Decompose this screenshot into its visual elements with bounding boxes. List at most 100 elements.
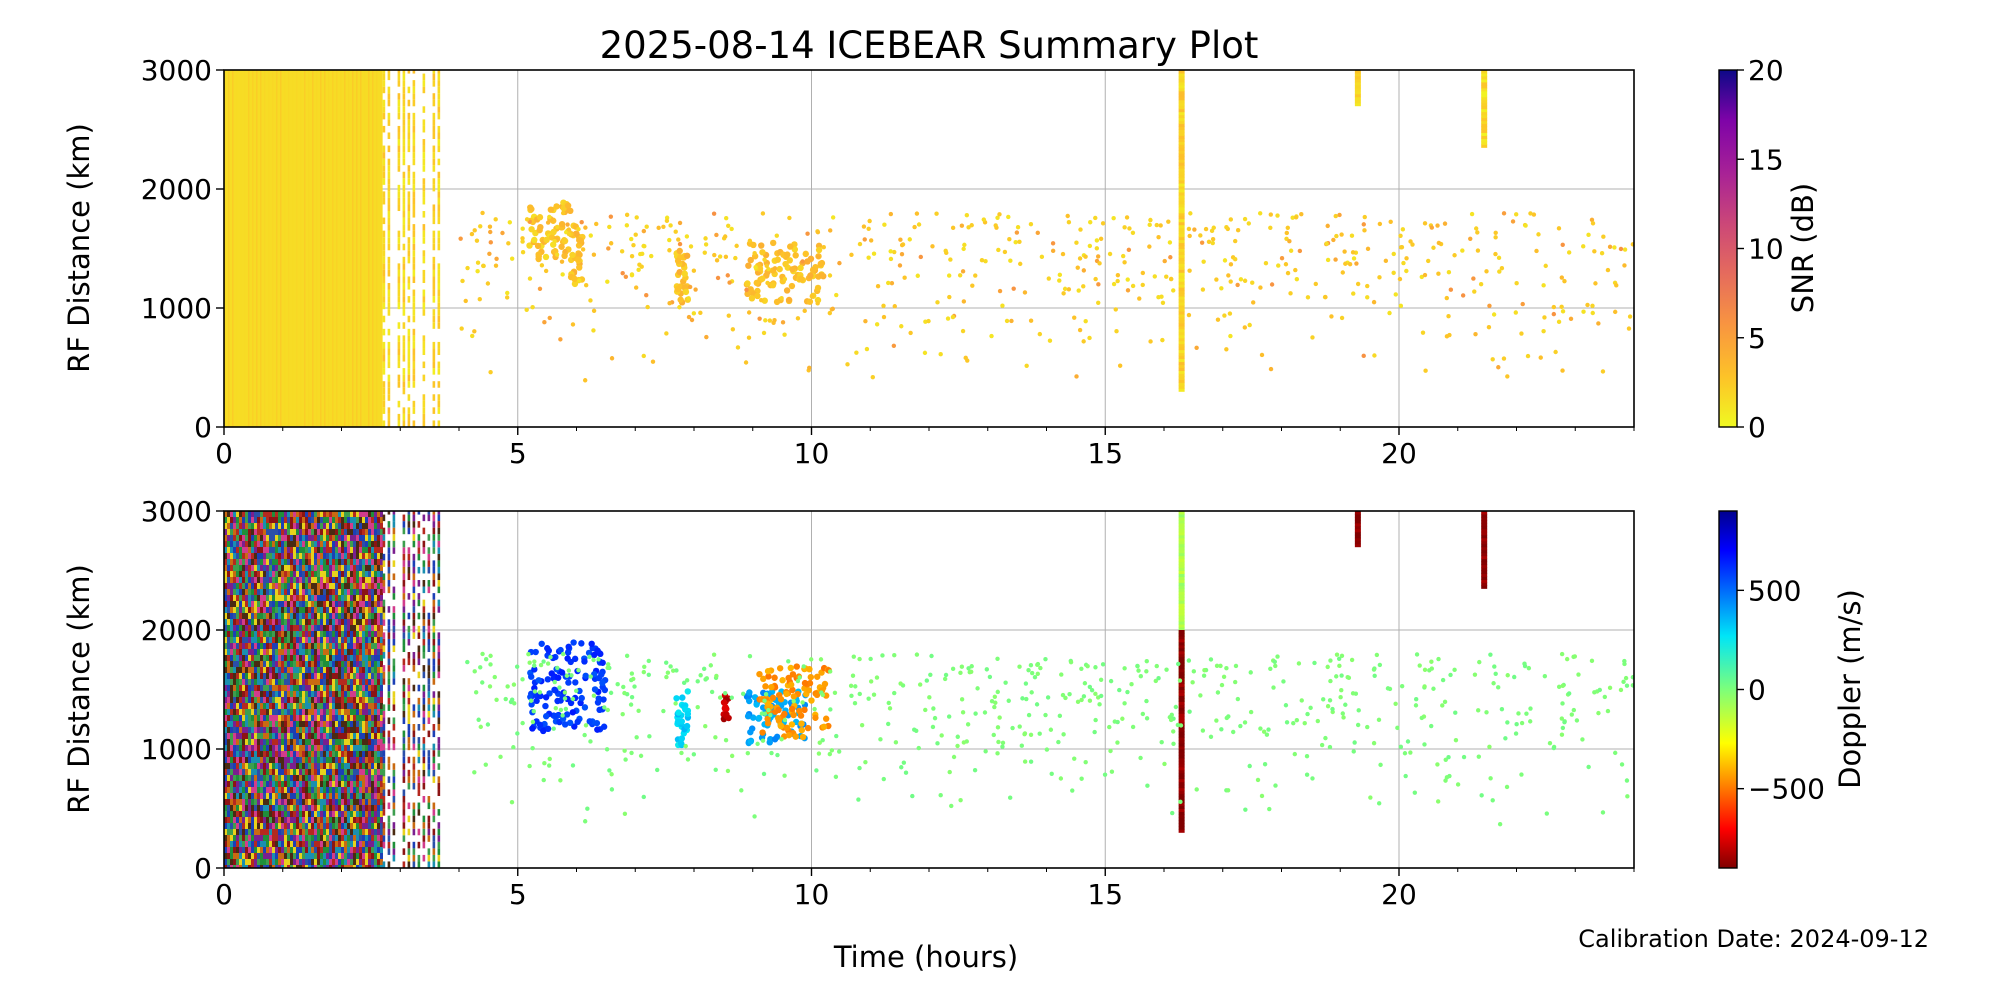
doppler-dense-cell	[365, 631, 368, 637]
doppler-dense-cell	[236, 673, 239, 679]
snr-scatter-point	[1188, 211, 1193, 216]
doppler-dense-cell	[230, 571, 233, 577]
doppler-dense-cell	[335, 577, 338, 583]
doppler-dense-cell	[329, 817, 332, 823]
doppler-dense-cell	[329, 841, 332, 847]
doppler-dense-cell	[368, 511, 371, 517]
doppler-dense-cell	[281, 733, 284, 739]
doppler-dense-cell	[365, 583, 368, 589]
doppler-dense-cell	[275, 559, 278, 565]
snr-scatter-point	[686, 296, 691, 301]
snr-scatter-point	[562, 249, 568, 254]
doppler-dense-cell	[269, 769, 272, 775]
snr-stripe-segment	[402, 73, 406, 81]
snr-scatter-point	[565, 222, 570, 227]
doppler-dense-cell	[239, 553, 242, 559]
doppler-dense-cell	[236, 715, 239, 721]
snr-scatter-point	[1035, 230, 1040, 236]
doppler-dense-cell	[317, 847, 320, 853]
doppler-dense-cell	[320, 745, 323, 751]
snr-column-segment	[1481, 114, 1488, 119]
snr-cluster-point	[537, 223, 544, 231]
snr-scatter-point	[579, 219, 584, 225]
doppler-dense-cell	[359, 625, 362, 631]
doppler-dense-cell	[272, 709, 275, 715]
snr-cluster-point	[750, 241, 757, 249]
doppler-dense-cell	[260, 631, 263, 637]
doppler-dense-cell	[251, 547, 254, 553]
snr-scatter-point	[1347, 261, 1353, 267]
doppler-dense-cell	[302, 757, 305, 763]
doppler-dense-cell	[380, 697, 383, 703]
doppler-dense-cell	[257, 733, 260, 739]
doppler-dense-cell	[350, 655, 353, 661]
doppler-dense-cell	[287, 637, 290, 643]
doppler-dense-cell	[239, 799, 242, 805]
doppler-stripe-segment	[382, 737, 386, 744]
doppler-dense-cell	[338, 835, 341, 841]
doppler-dense-cell	[275, 817, 278, 823]
doppler-dense-cell	[320, 661, 323, 667]
doppler-dense-cell	[281, 709, 284, 715]
snr-scatter-point	[1284, 236, 1289, 241]
doppler-dense-cell	[359, 559, 362, 565]
doppler-stripe-segment	[392, 514, 396, 522]
doppler-dense-cell	[251, 709, 254, 715]
doppler-dense-cell	[284, 685, 287, 691]
doppler-dense-cell	[269, 763, 272, 769]
snr-column-segment	[1178, 72, 1185, 77]
doppler-dense-cell	[230, 703, 233, 709]
doppler-dense-cell	[227, 745, 230, 751]
doppler-dense-cell	[368, 559, 371, 565]
doppler-dense-cell	[230, 565, 233, 571]
doppler-dense-cell	[359, 817, 362, 823]
doppler-stripe-segment	[407, 861, 411, 868]
snr-stripe-segment	[412, 407, 416, 414]
doppler-dense-cell	[323, 613, 326, 619]
doppler-dense-cell	[335, 589, 338, 595]
doppler-dense-cell	[365, 553, 368, 559]
snr-cluster-point	[759, 275, 766, 282]
doppler-dense-cell	[248, 679, 251, 685]
doppler-dense-cell	[257, 769, 260, 775]
doppler-dense-cell	[296, 535, 299, 541]
doppler-dense-cell	[254, 691, 257, 697]
snr-scatter-point	[888, 256, 894, 262]
doppler-dense-cell	[269, 811, 272, 817]
doppler-dense-cell	[242, 703, 245, 709]
doppler-dense-cell	[239, 589, 242, 595]
doppler-dense-cell	[266, 847, 269, 853]
doppler-dense-cell	[275, 805, 278, 811]
doppler-dense-cell	[230, 799, 233, 805]
doppler-stripe-segment	[407, 848, 411, 855]
snr-column-segment	[1481, 75, 1488, 80]
doppler-dense-cell	[380, 679, 383, 685]
doppler-stripe-segment	[382, 678, 386, 685]
doppler-dense-cell	[377, 859, 380, 865]
snr-scatter-point	[481, 263, 486, 268]
doppler-dense-cell	[248, 697, 251, 703]
doppler-dense-cell	[281, 853, 284, 859]
doppler-dense-cell	[299, 721, 302, 727]
doppler-dense-cell	[341, 745, 344, 751]
doppler-dense-cell	[374, 781, 377, 787]
doppler-dense-cell	[368, 571, 371, 577]
doppler-stripe-segment	[402, 612, 406, 620]
doppler-dense-cell	[296, 565, 299, 571]
doppler-dense-cell	[257, 619, 260, 625]
doppler-dense-cell	[236, 679, 239, 685]
doppler-dense-cell	[332, 631, 335, 637]
doppler-stripe-segment	[412, 599, 416, 607]
snr-scatter-point	[1329, 314, 1334, 319]
doppler-dense-cell	[341, 733, 344, 739]
doppler-dense-cell	[266, 655, 269, 661]
doppler-dense-cell	[236, 745, 239, 751]
doppler-stripe-segment	[392, 625, 396, 633]
doppler-dense-cell	[293, 841, 296, 847]
doppler-dense-cell	[356, 523, 359, 529]
doppler-dense-cell	[335, 823, 338, 829]
snr-stripe-segment	[407, 237, 411, 244]
doppler-dense-cell	[242, 565, 245, 571]
doppler-dense-cell	[230, 673, 233, 679]
doppler-dense-cell	[299, 511, 302, 517]
